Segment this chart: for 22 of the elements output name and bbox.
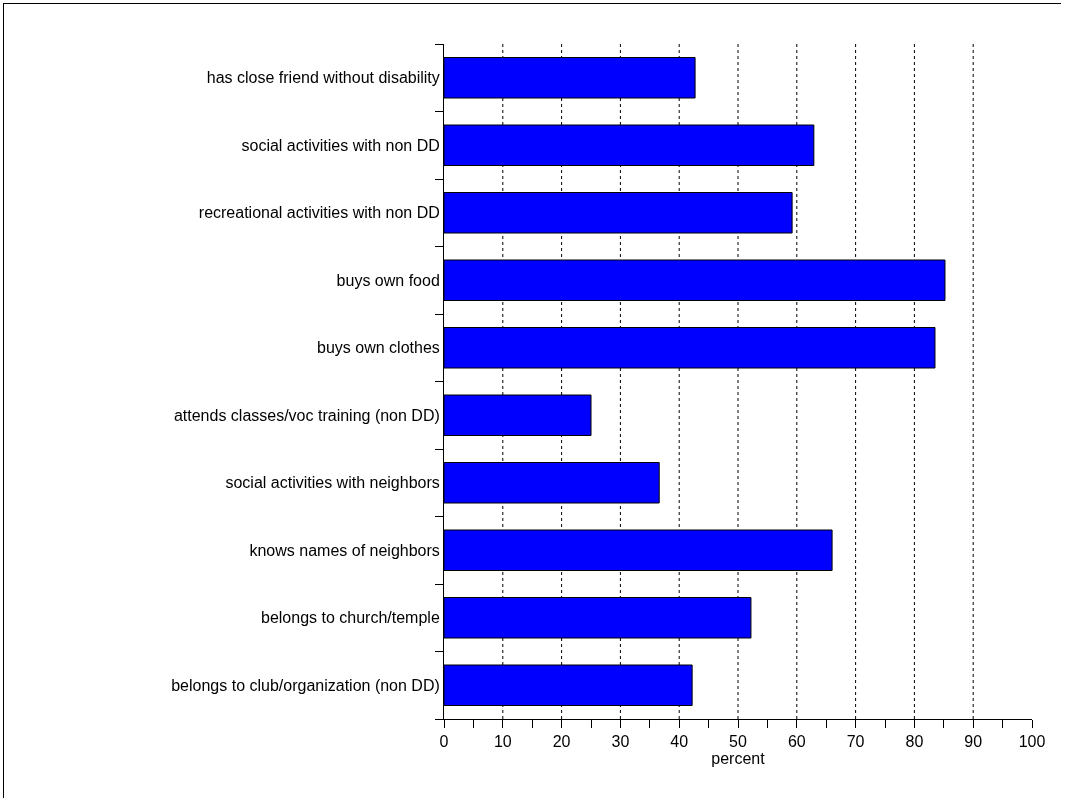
x-tick-label: 60 [787, 733, 806, 751]
x-tick-label: 50 [729, 733, 747, 751]
y-tick-label: social activities with non DD [241, 136, 440, 154]
y-tick-label: buys own food [336, 271, 440, 289]
y-tick-label: knows names of neighbors [249, 541, 440, 559]
y-tick-label: recreational activities with non DD [198, 204, 440, 222]
y-tick-label: belongs to club/organization (non DD) [171, 676, 440, 694]
y-tick-label: belongs to church/temple [261, 609, 440, 627]
x-tick-label: 100 [1018, 733, 1046, 751]
x-tick-label: 70 [846, 733, 865, 751]
x-tick-label: 30 [611, 733, 630, 751]
x-tick-label: 40 [670, 733, 689, 751]
x-tick-label: 10 [493, 733, 512, 751]
x-tick-label: 20 [552, 733, 571, 751]
y-tick-label: buys own clothes [317, 339, 440, 357]
x-tick-label: 80 [905, 733, 924, 751]
y-tick-label: social activities with neighbors [225, 474, 440, 492]
x-axis-title: percent [711, 750, 766, 768]
x-tick-label: 90 [964, 733, 983, 751]
y-tick-label: has close friend without disability [206, 69, 440, 87]
y-tick-label: attends classes/voc training (non DD) [173, 406, 440, 424]
x-tick-label: 0 [439, 733, 449, 751]
